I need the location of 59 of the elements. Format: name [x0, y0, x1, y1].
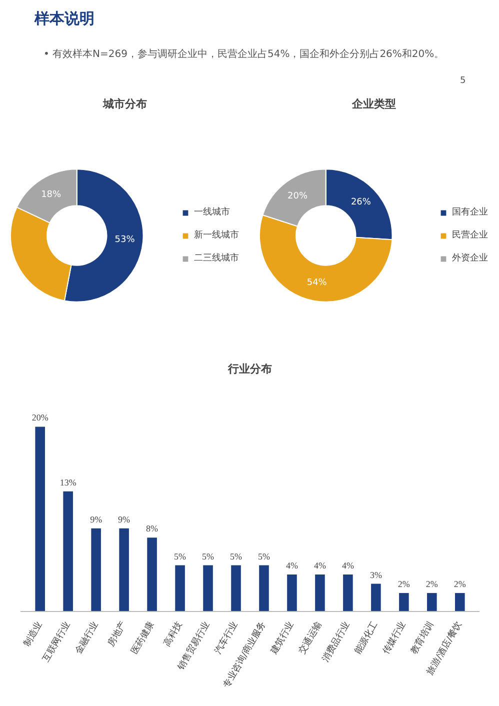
data-label: 2% [398, 579, 410, 590]
text: 样本说明 [33, 10, 94, 28]
legend-label: 二三线城市 [194, 252, 239, 264]
x-tick-label: 建筑行业 [268, 620, 296, 658]
data-label: 5% [230, 551, 243, 562]
bar [427, 593, 437, 612]
bar [175, 565, 185, 612]
bar [259, 565, 269, 612]
x-tick-label: 教育培训 [408, 620, 436, 656]
data-label: 13% [60, 477, 77, 488]
data-label: 4% [314, 560, 326, 571]
data-label: 9% [90, 514, 103, 524]
bar [119, 528, 129, 612]
bar [399, 593, 409, 612]
data-label: 2% [426, 579, 438, 590]
x-tick-label: 高科技 [161, 620, 184, 648]
bar [63, 491, 73, 612]
legend-label: 新一线城市 [194, 229, 239, 242]
x-tick-label: 金融行业 [72, 620, 100, 656]
legend-label: 国有企业 [452, 206, 488, 218]
bar [147, 538, 157, 612]
x-tick-label: 汽车行业 [212, 620, 240, 656]
data-label: 9% [118, 514, 131, 524]
x-tick-label: 制造业 [21, 620, 44, 648]
chart-title: 企业类型 [351, 98, 396, 110]
data-label: 3% [370, 570, 382, 580]
text: • 有效样本N=269，参与调研企业中，民营企业占54%，国企和外企分别占26%和20%。 [43, 48, 444, 60]
bar [35, 426, 45, 612]
bar [455, 593, 465, 612]
data-label: 4% [342, 560, 354, 571]
data-label: 18% [41, 190, 62, 200]
x-tick-label: 能源化工 [352, 620, 380, 656]
legend-label: 一线城市 [194, 206, 230, 218]
legend-label: 民营企业 [452, 229, 488, 242]
data-label: 4% [286, 560, 298, 571]
data-label: 20% [288, 192, 308, 202]
x-tick-label: 房地产 [105, 620, 128, 648]
data-label: 20% [32, 412, 49, 423]
legend-label: 外资企业 [452, 252, 488, 264]
data-label: 5% [174, 551, 187, 562]
chart-title: 行业分布 [227, 362, 272, 376]
bar [371, 584, 381, 612]
bar [231, 565, 241, 612]
bar [91, 528, 101, 612]
data-label: 54% [306, 278, 328, 288]
bar [203, 565, 213, 612]
data-label: 8% [146, 524, 159, 534]
text: 5 [460, 76, 466, 86]
data-label: 53% [114, 235, 136, 246]
bar [343, 574, 353, 612]
data-label: 2% [454, 579, 466, 590]
chart-title: 城市分布 [102, 98, 147, 110]
bar [287, 574, 297, 612]
data-label: 5% [202, 551, 215, 562]
x-tick-label: 传媒行业 [380, 620, 408, 656]
bar [315, 574, 325, 612]
data-label: 5% [258, 551, 270, 562]
x-tick-label: 医药健康 [128, 620, 156, 656]
data-label: 26% [350, 198, 372, 208]
